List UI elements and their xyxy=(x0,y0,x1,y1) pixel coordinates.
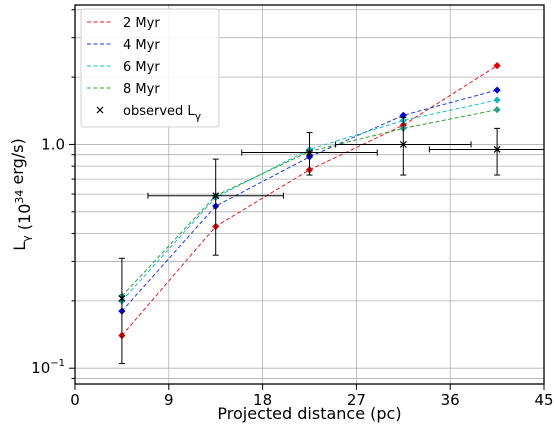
observed-point xyxy=(212,192,220,200)
observed-marker-stroke xyxy=(118,295,126,302)
x-tick-label: 9 xyxy=(164,391,174,409)
x-tick-label: 18 xyxy=(253,391,272,409)
y-tick-label: 10−1 xyxy=(31,358,65,377)
series-point-1 xyxy=(493,86,501,94)
y-tick-label: 1.0 xyxy=(41,135,65,153)
observed-point xyxy=(493,146,501,153)
series-point-3 xyxy=(493,106,501,114)
y-axis-label: Lγ (1034 erg/s) xyxy=(8,138,34,250)
series-point-0 xyxy=(493,62,501,70)
legend-box xyxy=(80,8,220,128)
observed-point xyxy=(118,295,126,302)
observed-layer xyxy=(118,116,545,364)
legend-observed-marker xyxy=(96,106,104,114)
observed-point xyxy=(399,141,407,148)
series-line-1 xyxy=(121,89,498,312)
x-axis-label: Projected distance (pc) xyxy=(217,404,401,423)
observed-marker-stroke xyxy=(399,141,407,148)
legend-label: 2 Myr xyxy=(123,16,160,31)
x-tick-label: 36 xyxy=(441,391,460,409)
legend-label: 6 Myr xyxy=(123,60,160,75)
legend: 2 Myr 4 Myr 6 Myr 8 Myr observed Lγ xyxy=(80,8,220,128)
observed-point xyxy=(306,149,313,156)
series-point-2 xyxy=(493,96,501,104)
x-tick-label: 0 xyxy=(70,391,80,409)
series-line-2 xyxy=(121,99,498,302)
legend-label: 4 Myr xyxy=(123,38,160,53)
observed-marker-stroke xyxy=(493,146,501,153)
x-tick-label: 27 xyxy=(347,391,366,409)
x-tick-label: 45 xyxy=(534,391,553,409)
ticks: 0 9 18 27 36 45 10−1 1.0 xyxy=(31,9,554,409)
legend-label: 8 Myr xyxy=(123,82,160,97)
observed-marker-stroke xyxy=(212,192,220,200)
observed-marker-stroke xyxy=(306,149,313,156)
legend-label-observed: observed Lγ xyxy=(123,104,202,123)
